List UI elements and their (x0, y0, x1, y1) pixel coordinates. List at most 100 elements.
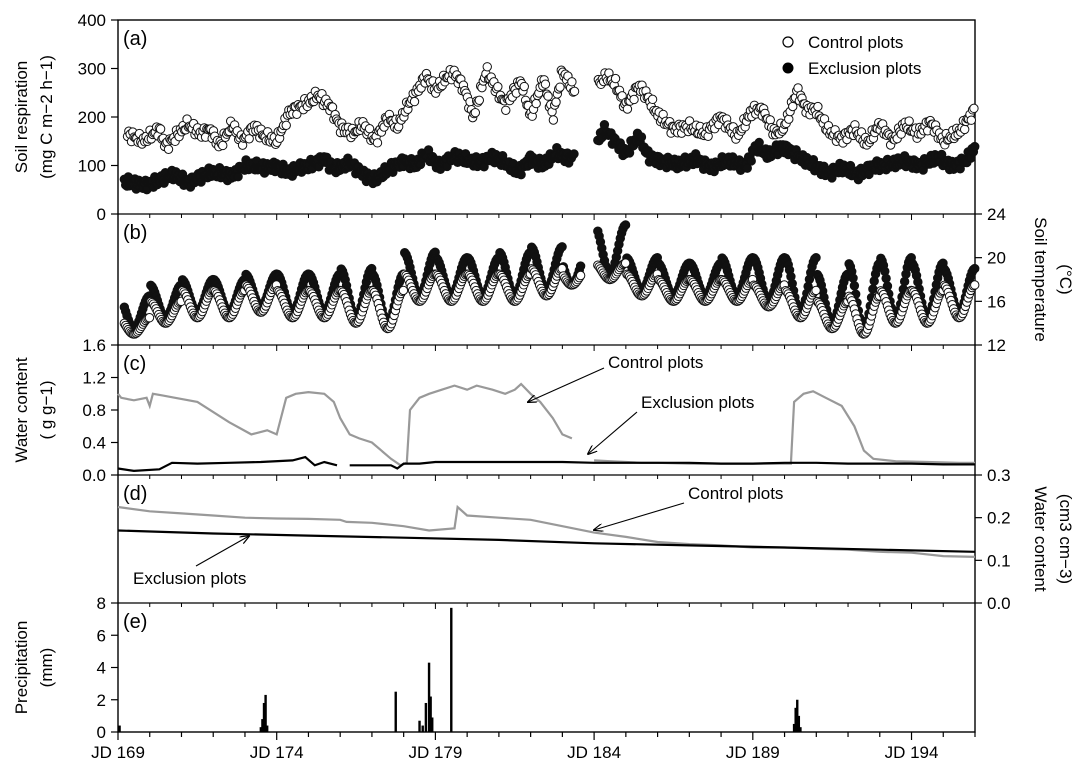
y-axis-title: Precipitation (12, 621, 31, 715)
precip-bar (424, 702, 428, 732)
series-exclusion-temperature (119, 220, 980, 334)
legend-marker-exclusion (782, 62, 794, 74)
precip-bar (418, 720, 421, 732)
data-point (540, 79, 551, 89)
precip-bar (792, 723, 796, 732)
y-axis-title: Soil temperature (1031, 217, 1050, 342)
data-point (811, 285, 821, 296)
y-axis-unit: (°C) (1056, 264, 1075, 294)
precip-bar (265, 725, 269, 732)
x-axis: JD 169 JD 174 JD 179 JD 184 JD 189 JD 194 (91, 214, 976, 762)
y-tick-label: 2 (97, 691, 106, 710)
x-tick-label: JD 189 (726, 743, 780, 762)
annotation-label: Exclusion plots (133, 569, 246, 588)
series-control-temperature (119, 258, 980, 339)
y-tick-label: 16 (987, 292, 1006, 311)
y-axis-unit: (mg C m−2 h−1) (37, 55, 56, 179)
data-point (470, 107, 481, 118)
panel-letter: (c) (123, 353, 146, 375)
annotation-arrow (195, 536, 249, 567)
data-point (784, 114, 794, 124)
data-point (742, 163, 752, 173)
data-point (163, 144, 174, 155)
annotations: Control plots Exclusion plots Control plot… (133, 353, 783, 588)
data-point (966, 115, 976, 125)
y-axis-panel-0: 0 100 200 300 400 (a) Soil respiration (mg C m−… (12, 11, 147, 224)
precip-bar (794, 707, 797, 732)
data-point (848, 273, 858, 283)
precip-bar (427, 662, 431, 732)
data-point (281, 120, 291, 131)
data-point (548, 115, 559, 125)
annotation-arrow (594, 502, 685, 530)
precip-bar (259, 727, 263, 732)
data-point (567, 77, 577, 87)
data-point (868, 284, 878, 294)
axes-frame (117, 19, 976, 733)
precipitation-bars (118, 607, 802, 732)
x-tick-label: JD 184 (567, 743, 621, 762)
data-point (555, 82, 565, 92)
data-point (765, 115, 775, 125)
data-point (620, 220, 631, 230)
annotation-label: Exclusion plots (641, 393, 754, 412)
data-point (233, 172, 243, 182)
x-tick-label: JD 194 (885, 743, 939, 762)
y-axis-panel-1: 12 16 20 24 1.6 (b) Soil temperature (°C) (82, 205, 1075, 355)
annotation-arrow (588, 411, 638, 454)
data-point (144, 313, 155, 323)
y-tick-label: 8 (97, 594, 106, 613)
data-point (959, 124, 970, 135)
y-tick-label: 0 (97, 723, 106, 742)
data-point (970, 280, 980, 290)
y-tick-label: 200 (78, 108, 106, 127)
y-tick-label: 12 (987, 336, 1006, 355)
data-point (569, 86, 580, 97)
data-point (575, 270, 586, 281)
y-axis-title: Water content (12, 357, 31, 462)
data-point (531, 98, 541, 109)
legend-marker-control (782, 36, 794, 48)
data-point (244, 134, 254, 144)
data-point (849, 281, 860, 291)
legend-label-exclusion: Exclusion plots (808, 59, 921, 78)
precip-bar (394, 691, 397, 732)
y-tick-label: 4 (97, 659, 106, 678)
data-point (474, 95, 485, 106)
line-exclusion-panel-c (349, 460, 975, 470)
y-tick-label: 1.6 (82, 336, 106, 355)
y-tick-label: 0 (97, 205, 106, 224)
y-tick-label: 1.2 (82, 369, 106, 388)
data-point (155, 124, 166, 134)
data-point (904, 116, 914, 126)
y-axis-unit: ( g g−1) (37, 380, 56, 439)
y-axis-unit: (cm3 cm−3) (1056, 494, 1075, 584)
y-axis-panel-2: 0.0 0.4 0.8 1.2 (c) Water content ( g g−1) (12, 353, 146, 485)
precip-bar (118, 725, 121, 732)
panel-letter: (b) (123, 222, 147, 244)
data-point (970, 263, 980, 274)
data-point (218, 140, 228, 151)
precip-bar (431, 717, 434, 732)
data-point (811, 253, 821, 263)
precip-bar (796, 699, 799, 732)
data-point (364, 123, 375, 134)
data-point (575, 261, 586, 271)
data-point (647, 94, 658, 105)
data-point (519, 81, 529, 92)
y-tick-label: 0.0 (987, 594, 1011, 613)
y-axis-title: Soil respiration (12, 61, 31, 173)
x-tick-label: JD 174 (250, 743, 304, 762)
legend: Control plots Exclusion plots (782, 33, 921, 78)
y-axis-panel-3: 0.0 0.1 0.2 0.3 (d) Water content (cm3 cm−3) (123, 466, 1075, 613)
panel-letter: (d) (123, 483, 147, 505)
data-point (620, 258, 631, 268)
data-point (398, 285, 409, 296)
data-point (557, 242, 567, 252)
y-tick-label: 300 (78, 60, 106, 79)
data-point (551, 97, 561, 107)
y-axis-unit: (mm) (37, 648, 56, 688)
y-tick-label: 24 (987, 205, 1006, 224)
data-point (864, 169, 874, 180)
